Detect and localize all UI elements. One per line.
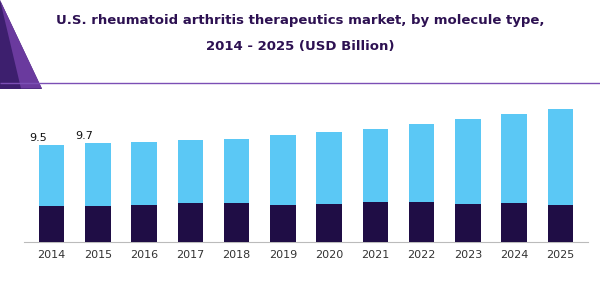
Bar (502, 203, 527, 242)
Text: 9.7: 9.7 (75, 131, 93, 141)
Text: U.S. rheumatoid arthritis therapeutics market, by molecule type,: U.S. rheumatoid arthritis therapeutics m… (56, 14, 544, 27)
Bar (178, 203, 203, 242)
Legend: Pharmaceuticals, Biopharmaceuticals: Pharmaceuticals, Biopharmaceuticals (163, 293, 449, 295)
Bar (316, 132, 342, 204)
Bar (362, 202, 388, 242)
Bar (178, 140, 203, 203)
Bar (39, 206, 64, 242)
Polygon shape (0, 0, 42, 88)
Bar (316, 204, 342, 242)
Bar (455, 119, 481, 204)
Bar (85, 206, 110, 242)
Bar (409, 201, 434, 242)
Polygon shape (0, 0, 42, 88)
Bar (409, 124, 434, 201)
Bar (362, 130, 388, 202)
Bar (502, 114, 527, 203)
Bar (131, 142, 157, 204)
Text: 2014 - 2025 (USD Billion): 2014 - 2025 (USD Billion) (206, 40, 394, 53)
Bar (270, 135, 296, 204)
Bar (548, 109, 573, 204)
Bar (548, 204, 573, 242)
Bar (39, 145, 64, 206)
Bar (224, 203, 250, 242)
Bar (85, 143, 110, 206)
Bar (455, 204, 481, 242)
Bar (131, 204, 157, 242)
Bar (270, 204, 296, 242)
Bar (224, 139, 250, 203)
Text: 9.5: 9.5 (29, 133, 47, 143)
